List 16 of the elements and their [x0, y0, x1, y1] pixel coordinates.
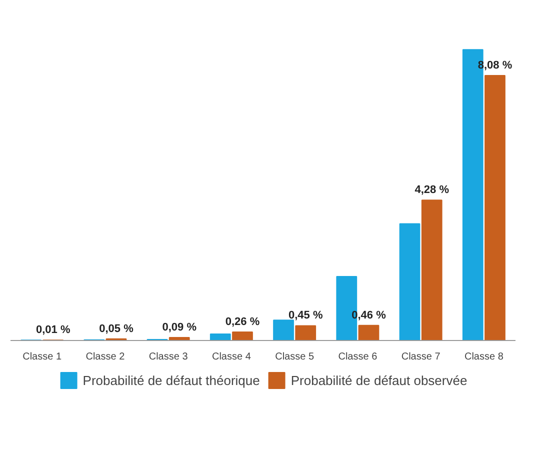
- x-tick-label: Classe 1: [22, 352, 62, 362]
- data-label: 0,26 %: [225, 316, 260, 328]
- x-tick-label: Classe 5: [275, 352, 314, 362]
- legend-label: Probabilité de défaut théorique: [82, 372, 260, 388]
- legend-label: Probabilité de défaut observée: [290, 372, 468, 388]
- data-label: 0,01 %: [36, 324, 70, 336]
- x-tick-label: Classe 4: [212, 352, 252, 362]
- data-label: 0,09 %: [162, 322, 197, 334]
- data-label: 0,45 %: [288, 310, 323, 322]
- x-tick-label: Classe 2: [86, 352, 126, 362]
- data-label: 0,05 %: [99, 322, 134, 335]
- data-label: 4,28 %: [414, 184, 450, 196]
- x-tick-label: Classe 3: [148, 352, 188, 362]
- x-tick-label: Classe 6: [338, 352, 378, 362]
- x-tick-label: Classe 7: [401, 352, 441, 362]
- x-tick-label: Classe 8: [464, 352, 504, 362]
